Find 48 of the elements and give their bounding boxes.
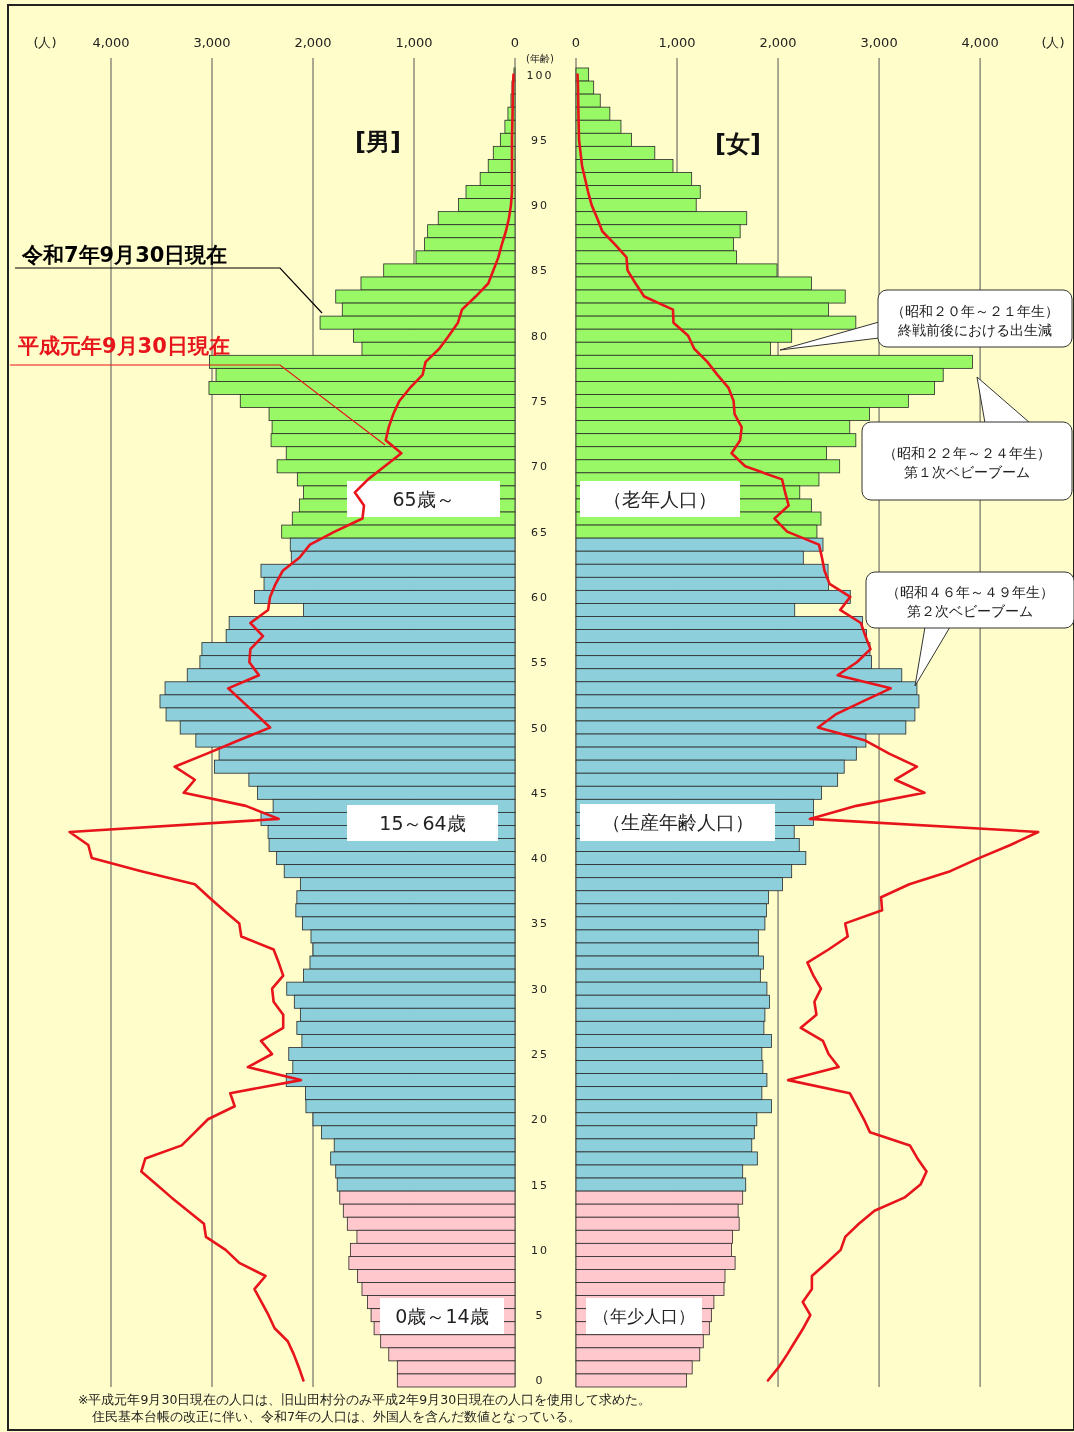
x-tick-label: 2,000 [759,35,797,50]
y-tick-label: 25 [531,1047,549,1061]
text: 令和7年9月30日現在 [21,243,228,267]
annotation: （昭和２２年～２４年生）第１次ベビーブーム [883,445,1051,480]
y-tick-label: 55 [531,656,549,670]
y-tick-label: 45 [531,786,549,800]
y-tick-label: 10 [531,1243,549,1257]
y-tick-label: 35 [531,917,549,931]
y-tick-label: 65 [531,525,549,539]
annotation: （昭和２０年～２１年生）終戦前後における出生減 [891,302,1059,338]
y-tick-label: 75 [531,395,549,409]
y-axis-title: (年齢) [526,53,554,64]
annotation: （昭和４６年～４９年生）第２次ベビーブーム [886,584,1054,619]
y-tick-label: 20 [531,1113,549,1127]
y-tick-label: 40 [531,852,549,866]
text: 平成元年9月30日現在 [17,334,230,358]
y-tick-label: 60 [531,590,549,604]
x-tick-label: 1,000 [395,35,433,50]
x-tick-label: 0 [510,35,520,50]
annotation: （老年人口） [603,487,717,510]
y-tick-label: 100 [526,68,554,82]
y-tick-label: 85 [531,264,549,278]
x-axis-title: (人) [1041,35,1065,50]
annotation: （生産年齢人口） [601,811,754,834]
x-tick-label: 2,000 [294,35,332,50]
y-tick-label: 5 [535,1309,545,1323]
annotation: （年少人口） [593,1306,695,1327]
y-tick-label: 90 [531,199,549,213]
annotation: [男] [355,128,401,156]
y-tick-label: 50 [531,721,549,735]
y-tick-label: 80 [531,329,549,343]
x-tick-label: 3,000 [193,35,231,50]
x-tick-label: 0 [571,35,581,50]
x-tick-label: 4,000 [92,35,130,50]
x-tick-label: 4,000 [961,35,999,50]
y-tick-label: 30 [531,982,549,996]
y-tick-label: 0 [535,1374,545,1388]
y-tick-label: 95 [531,133,549,147]
annotation: 0歳～14歳 [395,1304,489,1327]
x-axis-title: (人) [33,35,57,50]
annotation: [女] [715,130,761,158]
text: ※平成元年9月30日現在の人口は、旧山田村分のみ平成2年9月30日現在の人口を使用して求めた。住民基本台帳の改正に伴い、令和7年の人口は、外国人を含んだ数値となっている。 [78,1392,652,1424]
x-tick-label: 1,000 [658,35,696,50]
x-tick-label: 3,000 [860,35,898,50]
annotation: 65歳～ [392,487,455,510]
y-tick-label: 15 [531,1178,549,1192]
annotation: 15～64歳 [379,811,466,834]
y-tick-label: 70 [531,460,549,474]
